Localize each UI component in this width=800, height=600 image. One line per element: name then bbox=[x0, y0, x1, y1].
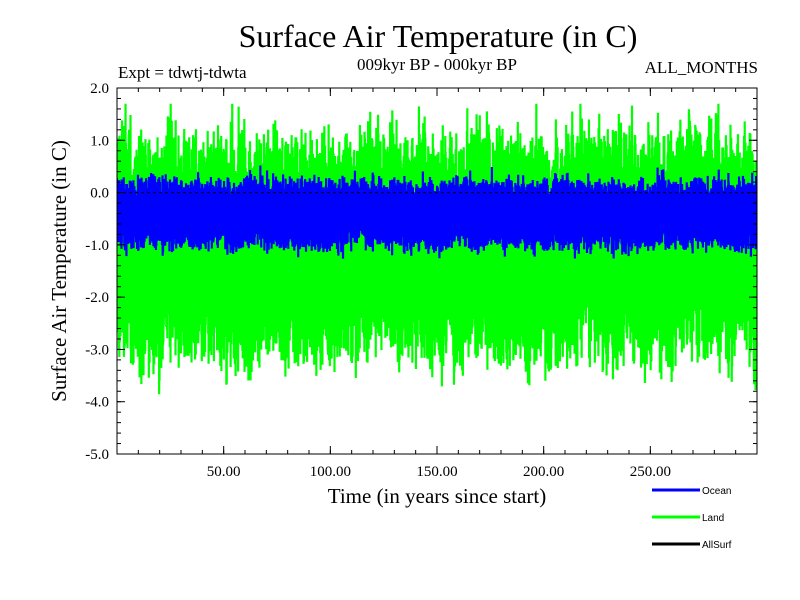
legend-label-ocean: Ocean bbox=[702, 486, 731, 497]
x-tick-label: 50.00 bbox=[207, 464, 241, 480]
experiment-label: Expt = tdwtj-tdwta bbox=[118, 63, 247, 82]
axes-layer: -5.0 -4.0 -3.0 -2.0 -1.0 0.0 1.0 2.0 50.00 100.00… bbox=[85, 81, 758, 480]
series-layer bbox=[117, 103, 757, 395]
y-tick-label: -1.0 bbox=[85, 238, 109, 254]
y-tick-label: 2.0 bbox=[90, 81, 109, 97]
y-axis-label: Surface Air Temperature (in C) bbox=[47, 140, 71, 402]
land-series-line bbox=[117, 103, 757, 395]
x-tick-label: 150.00 bbox=[416, 464, 457, 480]
legend-label-allsurf: AllSurf bbox=[702, 540, 732, 551]
y-tick-label: 0.0 bbox=[90, 186, 109, 202]
legend: Ocean Land AllSurf bbox=[652, 486, 732, 551]
y-tick-label: -3.0 bbox=[85, 342, 109, 358]
chart-title: Surface Air Temperature (in C) bbox=[239, 18, 638, 54]
x-tick-label: 200.00 bbox=[523, 464, 564, 480]
ocean-series-line bbox=[117, 165, 757, 259]
x-axis-label: Time (in years since start) bbox=[328, 484, 547, 508]
legend-label-land: Land bbox=[702, 513, 724, 524]
period-label: 009kyr BP - 000kyr BP bbox=[357, 55, 517, 74]
x-tick-label: 100.00 bbox=[310, 464, 351, 480]
y-tick-label: -2.0 bbox=[85, 290, 109, 306]
y-tick-label: -4.0 bbox=[85, 395, 109, 411]
y-tick-label: -5.0 bbox=[85, 447, 109, 463]
months-label: ALL_MONTHS bbox=[645, 58, 758, 77]
x-tick-label: 250.00 bbox=[630, 464, 671, 480]
y-tick-label: 1.0 bbox=[90, 133, 109, 149]
